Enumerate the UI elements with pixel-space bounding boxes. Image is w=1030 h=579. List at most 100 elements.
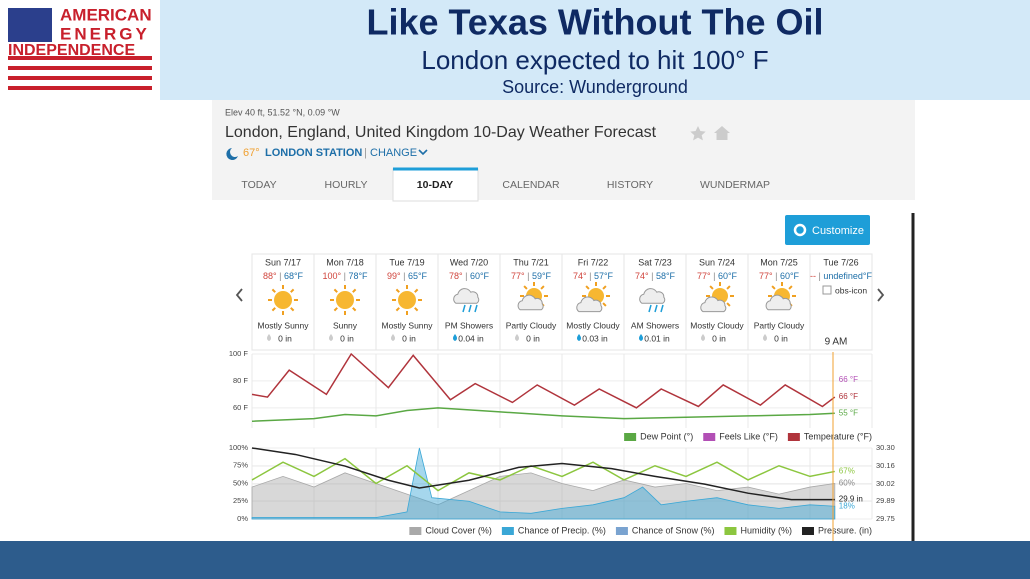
change-link[interactable]: CHANGE (370, 147, 417, 159)
logo: AMERICAN ENERGY INDEPENDENCE (8, 5, 152, 90)
separator: | (364, 147, 367, 159)
tab[interactable]: HOURLY (325, 179, 368, 191)
rain (648, 304, 652, 313)
separator: | (344, 271, 346, 281)
end-label: 67% (839, 467, 855, 476)
banner (160, 0, 1030, 100)
day-date: Mon 7/25 (760, 257, 798, 267)
temp-value: 77° (511, 271, 525, 281)
sun-ray (333, 288, 338, 293)
tab[interactable]: CALENDAR (502, 179, 560, 191)
sun (398, 291, 416, 309)
station[interactable]: LONDON STATION (265, 147, 362, 159)
tick-label: 25% (233, 496, 248, 505)
separator: | (775, 271, 777, 281)
flag-stripe (8, 66, 152, 70)
legend-label: Temperature (°F) (804, 431, 872, 441)
sun-ray (352, 288, 357, 293)
temp-value: 68°F (284, 271, 304, 281)
separator: | (403, 271, 405, 281)
temp-value: 100° (322, 271, 341, 281)
legend-label: Chance of Precip. (%) (518, 525, 606, 535)
now-label: 9 AM (825, 337, 848, 348)
day-temps: 74° | 57°F (573, 271, 614, 281)
sun-ray (414, 288, 419, 293)
day-condition: AM Showers (631, 320, 679, 330)
legend-swatch (501, 527, 514, 535)
slide-subtitle: London expected to hit 100° F (421, 45, 768, 75)
prev-arrow[interactable] (235, 288, 243, 302)
drop-icon (763, 334, 767, 341)
flag-stripe (8, 86, 152, 90)
day-condition: Mostly Cloudy (566, 320, 620, 330)
day-date: Fri 7/22 (578, 257, 609, 267)
day-date: Sat 7/23 (638, 257, 672, 267)
moon-icon (226, 148, 238, 160)
slide-title: Like Texas Without The Oil (366, 2, 823, 43)
day-date: Tue 7/26 (823, 257, 858, 267)
temp-value: 60°F (718, 271, 738, 281)
sun (336, 291, 354, 309)
sun-ray (726, 302, 731, 307)
cloud (700, 296, 727, 313)
sun-ray (726, 285, 731, 290)
drop-icon (577, 334, 581, 341)
tick-label: 29.89 (876, 496, 895, 505)
sun-ray (771, 285, 776, 290)
tab[interactable]: TODAY (241, 179, 276, 191)
temp-value: 77° (697, 271, 711, 281)
day-condition: Mostly Sunny (381, 320, 433, 330)
temp-value: 99° (387, 271, 401, 281)
tick-label: 30.30 (876, 443, 895, 452)
day-date: Sun 7/24 (699, 257, 735, 267)
separator: | (713, 271, 715, 281)
line (251, 447, 835, 501)
day-temps: 88° | 68°F (263, 271, 304, 281)
logo-text: ENERGY (60, 24, 150, 43)
logo-text: AMERICAN (60, 5, 152, 24)
temp-value: undefined°F (823, 271, 872, 281)
customize-button[interactable] (785, 215, 870, 245)
sun-ray (271, 307, 276, 312)
customize-label[interactable]: Customize (812, 225, 864, 237)
active-tab (392, 168, 479, 202)
page-header (212, 100, 915, 200)
tab[interactable]: WUNDERMAP (700, 179, 770, 191)
tick-label: 29.75 (876, 514, 895, 523)
sun (274, 291, 292, 309)
day-temps: 77° | 60°F (697, 271, 738, 281)
area (251, 447, 836, 520)
day-condition: Partly Cloudy (506, 320, 557, 330)
day-date: Tue 7/19 (389, 257, 424, 267)
sun-ray (602, 302, 607, 307)
rain (654, 304, 658, 313)
flag-canton (8, 8, 52, 42)
cloud (517, 294, 544, 311)
day-precip: 0 in (340, 333, 354, 343)
drop-icon (515, 334, 519, 341)
temp-value: 74° (573, 271, 587, 281)
separator: | (527, 271, 529, 281)
separator: | (465, 271, 467, 281)
legend-label: Pressure. (in) (818, 525, 872, 535)
footer-bar (0, 541, 1030, 579)
day-date: Sun 7/17 (265, 257, 301, 267)
legend-swatch (724, 527, 737, 535)
drop-icon (701, 334, 705, 341)
home-icon[interactable] (714, 126, 730, 140)
legend-swatch (787, 433, 800, 441)
tab[interactable]: 10-DAY (417, 179, 453, 191)
broken-image (822, 285, 832, 295)
sun-ray (271, 288, 276, 293)
next-arrow[interactable] (877, 288, 885, 302)
tick-label: 30.02 (876, 479, 895, 488)
day-temps: 74° | 58°F (635, 271, 676, 281)
day-date: Thu 7/21 (513, 257, 549, 267)
temp-value: -- (810, 271, 816, 281)
content: TODAY HOURLY 10-DAY CALENDAR HISTORY WUNDERMA… (229, 167, 895, 535)
tab[interactable]: HISTORY (607, 179, 653, 191)
drop-icon (267, 334, 271, 341)
tick-label: 100 F (229, 349, 249, 358)
star-icon[interactable] (690, 126, 706, 141)
